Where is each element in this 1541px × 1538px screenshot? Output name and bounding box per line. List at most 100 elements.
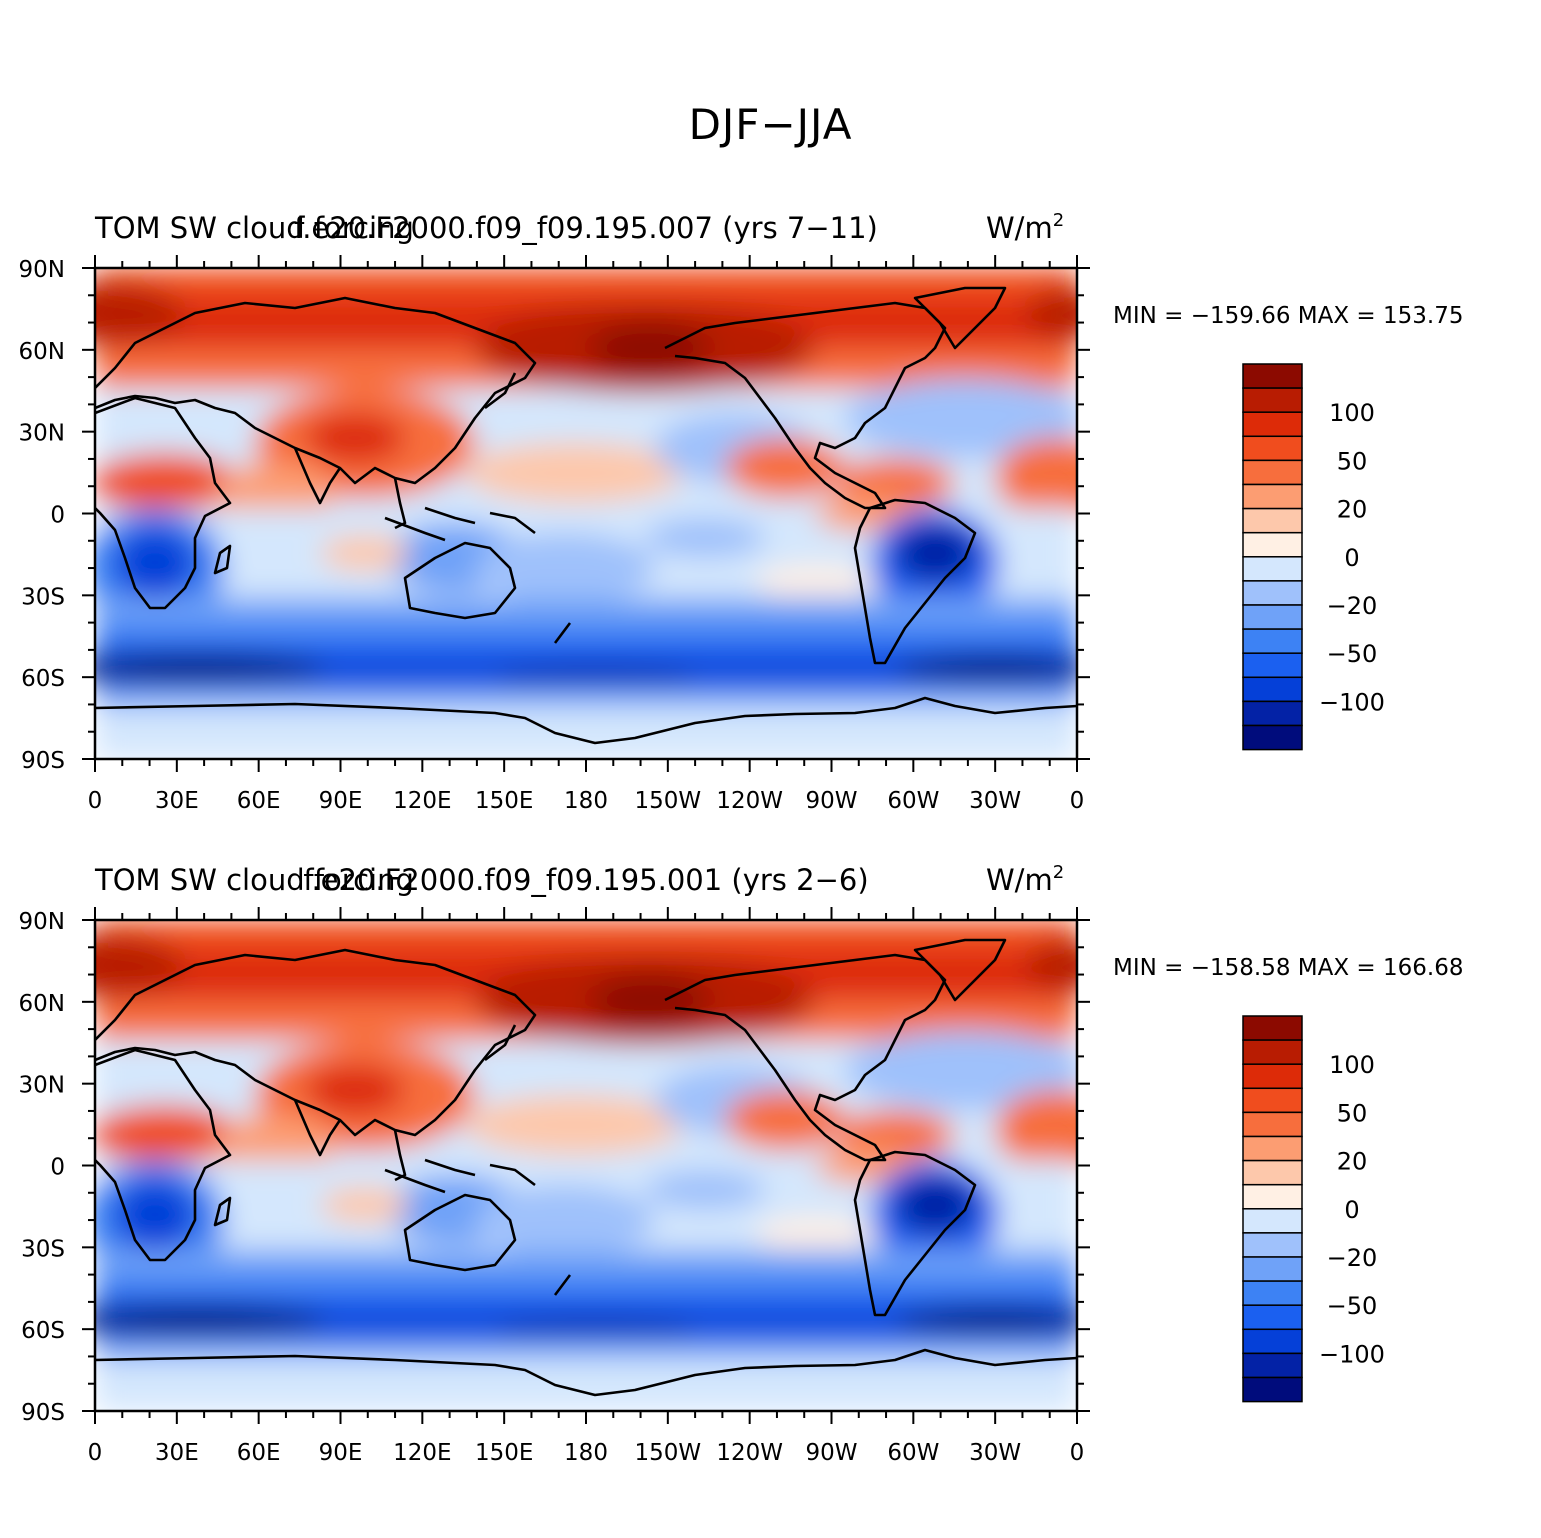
colorbar-swatch <box>1242 1256 1303 1282</box>
colorbar-swatch <box>1242 1208 1303 1234</box>
colorbar-label: −50 <box>1327 1292 1378 1320</box>
panel-2-left-title: TOM SW cloud forcing <box>94 863 414 897</box>
panel-2-min-max: MIN = −158.58 MAX = 166.68 <box>1113 955 1464 981</box>
colorbar-swatch <box>1242 1232 1303 1258</box>
panel-1-colorbar: 100 50 20 0 −20 −50 −100 <box>1242 363 1385 751</box>
x-tick-label: 150W <box>635 788 702 814</box>
x-tick-label: 180 <box>564 788 608 814</box>
colorbar-swatch <box>1242 1328 1303 1355</box>
colorbar-label: −20 <box>1327 592 1378 620</box>
x-tick-label: 90E <box>319 788 363 814</box>
y-tick-label: 0 <box>50 503 65 529</box>
panel-2: TOM SW cloud forcing f.e20.F2000.f09_f09… <box>19 862 1464 1466</box>
colorbar-swatch <box>1242 1135 1303 1162</box>
colorbar-swatch <box>1242 507 1303 534</box>
x-tick-label: 150W <box>635 1440 702 1466</box>
colorbar-swatch <box>1242 1376 1303 1403</box>
x-tick-label: 30W <box>969 788 1021 814</box>
y-tick-label: 60S <box>21 1318 65 1344</box>
x-tick-label: 120E <box>393 788 451 814</box>
x-tick-label: 30E <box>155 1440 199 1466</box>
colorbar-swatch <box>1242 1039 1303 1065</box>
panel-1-x-axis: 0 30E 60E 90E 120E 150E 180 150W 120W 90W 60W 30W 0 <box>88 255 1085 814</box>
colorbar-label: 100 <box>1329 1051 1375 1079</box>
y-tick-label: 90N <box>19 257 65 283</box>
x-tick-label: 180 <box>564 1440 608 1466</box>
y-tick-label: 90S <box>21 748 65 774</box>
colorbar-swatch <box>1242 387 1303 413</box>
x-tick-label: 30E <box>155 788 199 814</box>
x-tick-label: 120E <box>393 1440 451 1466</box>
colorbar-swatch <box>1242 483 1303 510</box>
x-tick-label: 90E <box>319 1440 363 1466</box>
colorbar-swatch <box>1242 435 1303 462</box>
y-tick-label: 60N <box>19 339 65 365</box>
y-tick-label: 30S <box>21 1236 65 1262</box>
colorbar-label: 0 <box>1344 544 1359 572</box>
panel-2-units: W/m2 <box>986 862 1064 897</box>
colorbar-swatch <box>1242 1063 1303 1090</box>
colorbar-swatch <box>1242 676 1303 703</box>
colorbar-swatch <box>1242 531 1303 558</box>
x-tick-label: 30W <box>969 1440 1021 1466</box>
colorbar-swatch <box>1242 1352 1303 1379</box>
x-tick-label: 0 <box>88 788 103 814</box>
y-tick-label: 0 <box>50 1155 65 1181</box>
y-tick-label: 90N <box>19 909 65 935</box>
panel-1-y-axis: 90N 60N 30N 0 30S 60S 90S <box>19 257 1090 774</box>
x-tick-label: 150E <box>475 1440 533 1466</box>
panel-2-colorbar: 100 50 20 0 −20 −50 −100 <box>1242 1015 1385 1403</box>
x-tick-label: 0 <box>88 1440 103 1466</box>
panel-2-x-axis: 0 30E 60E 90E 120E 150E 180 150W 120W 90W 60W 30W 0 <box>88 907 1085 1466</box>
colorbar-swatch <box>1242 1015 1303 1041</box>
y-tick-label: 30S <box>21 584 65 610</box>
colorbar-swatch <box>1242 1304 1303 1331</box>
figure-title: DJF−JJA <box>688 100 853 149</box>
x-tick-label: 150E <box>475 788 533 814</box>
colorbar-swatch <box>1242 1183 1303 1210</box>
colorbar-swatch <box>1242 363 1303 389</box>
panel-2-y-axis: 90N 60N 30N 0 30S 60S 90S <box>19 909 1090 1426</box>
colorbar-swatch <box>1242 700 1303 727</box>
x-tick-label: 60E <box>237 788 281 814</box>
x-tick-label: 120W <box>716 788 783 814</box>
colorbar-label: 20 <box>1337 496 1368 524</box>
panel-1-left-title: TOM SW cloud forcing <box>94 211 414 245</box>
colorbar-label: −100 <box>1319 1340 1385 1368</box>
x-tick-label: 60W <box>887 1440 939 1466</box>
colorbar-swatch <box>1242 580 1303 606</box>
colorbar-swatch <box>1242 459 1303 486</box>
colorbar-swatch <box>1242 652 1303 679</box>
y-tick-label: 60N <box>19 991 65 1017</box>
y-tick-label: 90S <box>21 1400 65 1426</box>
colorbar-swatch <box>1242 604 1303 630</box>
colorbar-label: −50 <box>1327 640 1378 668</box>
panel-2-center-title: f.e20.F2000.f09_f09.195.001 (yrs 2−6) <box>303 863 868 897</box>
colorbar-swatch <box>1242 1159 1303 1186</box>
x-tick-label: 60W <box>887 788 939 814</box>
colorbar-swatch <box>1242 1111 1303 1138</box>
colorbar-label: −100 <box>1319 688 1385 716</box>
panel-1-units: W/m2 <box>986 210 1064 245</box>
colorbar-swatch <box>1242 1280 1303 1306</box>
colorbar-label: 20 <box>1337 1148 1368 1176</box>
y-tick-label: 30N <box>19 1073 65 1099</box>
colorbar-label: −20 <box>1327 1244 1378 1272</box>
x-tick-label: 0 <box>1070 788 1085 814</box>
x-tick-label: 0 <box>1070 1440 1085 1466</box>
panel-1: TOM SW cloud forcing f.e20.F2000.f09_f09… <box>19 210 1464 814</box>
x-tick-label: 60E <box>237 1440 281 1466</box>
colorbar-label: 100 <box>1329 399 1375 427</box>
y-tick-label: 60S <box>21 666 65 692</box>
colorbar-label: 50 <box>1337 1099 1368 1127</box>
colorbar-swatch <box>1242 411 1303 438</box>
colorbar-swatch <box>1242 724 1303 751</box>
y-tick-label: 30N <box>19 421 65 447</box>
x-tick-label: 90W <box>805 788 857 814</box>
x-tick-label: 120W <box>716 1440 783 1466</box>
panel-1-center-title: f.e20.F2000.f09_f09.195.007 (yrs 7−11) <box>294 211 878 245</box>
panel-1-min-max: MIN = −159.66 MAX = 153.75 <box>1113 303 1464 329</box>
colorbar-swatch <box>1242 1087 1303 1114</box>
panel-2-map-field <box>95 920 1077 1411</box>
